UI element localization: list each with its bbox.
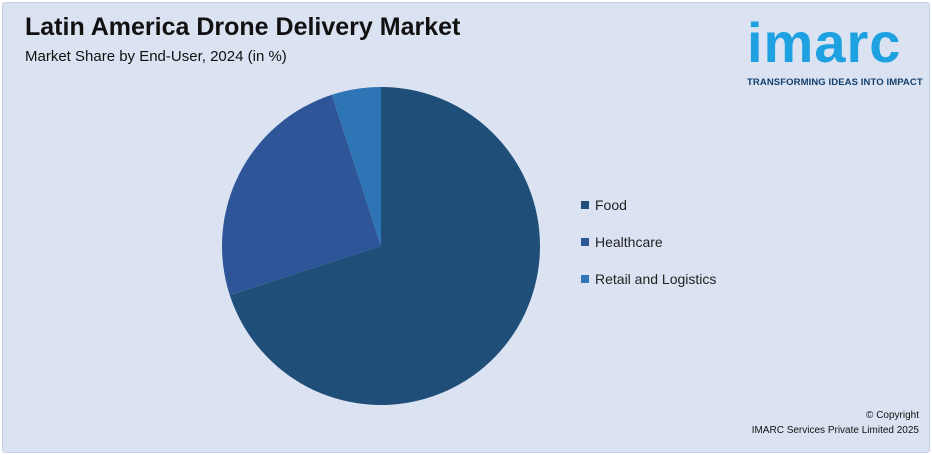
pie-slice-healthcare: [222, 94, 381, 296]
legend-item-healthcare: Healthcare: [581, 223, 716, 260]
legend-swatch-healthcare: [581, 237, 589, 246]
pie-slices: [222, 87, 540, 405]
legend-item-food: Food: [581, 186, 716, 223]
copyright-line-2: IMARC Services Private Limited 2025: [751, 425, 919, 436]
pie-chart: [222, 87, 540, 405]
legend: Food Healthcare Retail and Logistics: [581, 186, 716, 297]
logo-tagline: TRANSFORMING IDEAS INTO IMPACT: [747, 77, 923, 88]
pie-slice-food: [229, 87, 540, 405]
legend-swatch-retail-and-logistics: [581, 274, 589, 283]
legend-swatch-food: [581, 200, 589, 209]
imarc-logo: imarc TRANSFORMING IDEAS INTO IMPACT: [745, 11, 925, 93]
pie-slice-retail-and-logistics: [331, 87, 381, 246]
copyright-line-1: © Copyright: [866, 410, 919, 421]
logo-wordmark: imarc: [747, 11, 902, 74]
legend-label-healthcare: Healthcare: [595, 233, 663, 250]
chart-subtitle: Market Share by End-User, 2024 (in %): [25, 48, 287, 65]
legend-item-retail-and-logistics: Retail and Logistics: [581, 260, 716, 297]
legend-label-retail-and-logistics: Retail and Logistics: [595, 270, 717, 287]
legend-label-food: Food: [595, 196, 627, 213]
chart-title: Latin America Drone Delivery Market: [25, 13, 461, 41]
copyright-note: © Copyright IMARC Services Private Limit…: [752, 408, 919, 438]
